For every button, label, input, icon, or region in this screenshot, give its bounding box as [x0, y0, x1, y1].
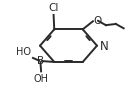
- Text: B: B: [37, 56, 44, 66]
- Text: N: N: [100, 40, 109, 53]
- Text: O: O: [94, 16, 102, 26]
- Text: Cl: Cl: [48, 3, 59, 13]
- Text: OH: OH: [34, 74, 49, 84]
- Text: HO: HO: [16, 47, 31, 57]
